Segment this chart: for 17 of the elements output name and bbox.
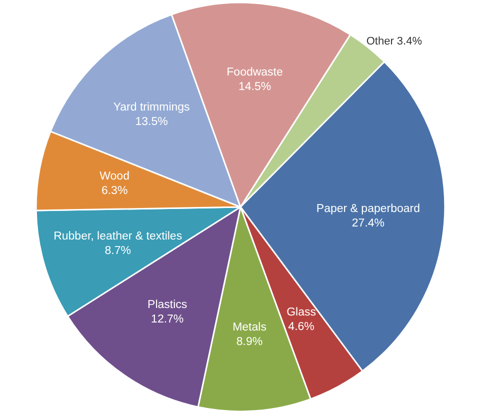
data-label: 14.5% <box>238 80 272 93</box>
slice-label: Yard trimmings <box>113 102 190 114</box>
data-label: 4.6% <box>288 320 314 333</box>
slice-label: Foodwaste <box>226 66 283 79</box>
slice-label: Rubber, leather & textiles <box>54 230 182 242</box>
slice-label: Paper & paperboard <box>316 202 420 215</box>
slice-label: Other 3.4% <box>366 36 422 48</box>
slice-label: Metals <box>232 321 267 334</box>
data-label: 12.7% <box>151 313 184 326</box>
data-label: 6.3% <box>101 185 128 198</box>
data-label: 27.4% <box>352 217 385 230</box>
data-label: 8.9% <box>236 336 263 348</box>
slice-label: Plastics <box>148 298 188 311</box>
slice-label: Glass <box>286 306 316 318</box>
slice-label: Wood <box>100 170 130 183</box>
data-label: 8.7% <box>104 244 131 257</box>
data-label: 13.5% <box>135 116 168 128</box>
